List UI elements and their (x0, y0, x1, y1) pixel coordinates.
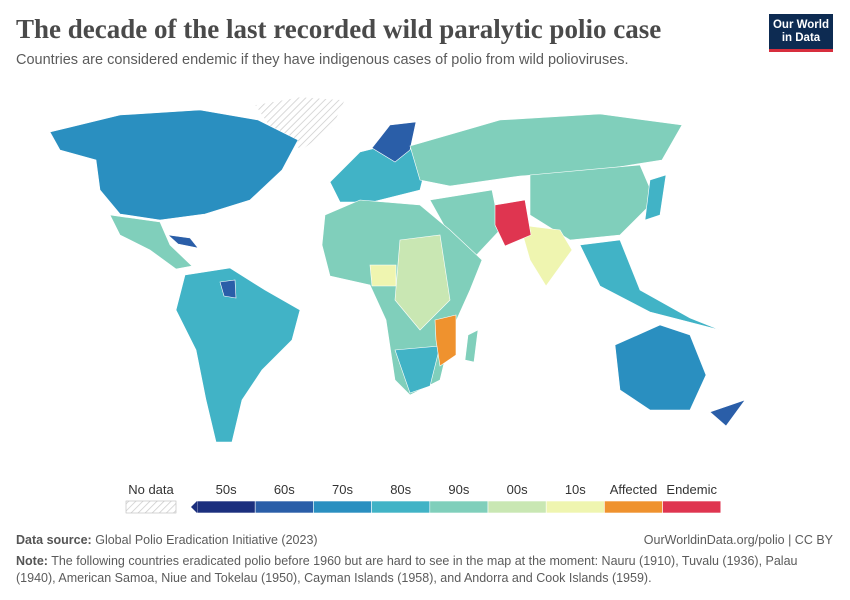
logo[interactable]: Our World in Data (769, 14, 833, 52)
legend-swatch (429, 500, 489, 514)
subtitle: Countries are considered endemic if they… (16, 52, 629, 68)
logo-line: Our World (772, 19, 829, 31)
note-text: The following countries eradicated polio… (16, 554, 798, 585)
legend-label: 50s (216, 482, 237, 497)
southern-africa[interactable] (394, 345, 441, 394)
japan[interactable] (644, 174, 667, 221)
central-africa[interactable] (394, 234, 451, 331)
new-zealand[interactable] (709, 399, 746, 427)
legend-swatch (604, 500, 663, 514)
legend-arrow (191, 501, 197, 513)
source-label: Data source: (16, 533, 92, 547)
logo-line: in Data (781, 32, 821, 44)
legend-swatch (545, 500, 605, 514)
guiana[interactable] (219, 279, 237, 299)
north-america[interactable] (49, 109, 299, 221)
mozambique[interactable] (434, 314, 457, 367)
legend-label: 80s (390, 482, 411, 497)
title: The decade of the last recorded wild par… (16, 14, 662, 44)
legend-label: 10s (565, 482, 586, 497)
legend-label: Affected (610, 482, 657, 497)
legend-label: No data (128, 482, 174, 497)
legend-swatch (196, 500, 256, 514)
legend-label: 00s (507, 482, 528, 497)
legend-label: Endemic (666, 482, 717, 497)
legend-label: 90s (448, 482, 469, 497)
india[interactable] (519, 224, 573, 287)
scandinavia[interactable] (371, 121, 417, 163)
legend-label: 70s (332, 482, 353, 497)
url[interactable]: OurWorldinData.org/polio | CC BY (643, 533, 833, 547)
central-america[interactable] (109, 214, 193, 270)
cuba[interactable] (167, 234, 199, 249)
world-map: No data 50s 60s 70s 80s 90s 00s 10s Affected Ende… (49, 96, 746, 514)
legend-swatch (125, 500, 177, 514)
russia[interactable] (409, 113, 683, 187)
south-america[interactable] (175, 267, 301, 443)
source-text: Global Polio Eradication Initiative (202… (95, 533, 318, 547)
legend-label: 60s (274, 482, 295, 497)
note: Note: The following countries eradicated… (16, 553, 836, 587)
australia[interactable] (614, 324, 707, 411)
legend-swatch (254, 500, 314, 514)
pakistan-afghanistan[interactable] (494, 199, 532, 247)
legend-swatch (662, 500, 722, 514)
legend-swatch (487, 500, 547, 514)
madagascar[interactable] (464, 329, 479, 363)
legend-swatch (313, 500, 372, 514)
china[interactable] (529, 164, 656, 241)
note-label: Note: (16, 554, 48, 568)
southeast-asia[interactable] (579, 239, 721, 331)
nigeria[interactable] (369, 264, 397, 287)
source: Data source: Global Polio Eradication In… (16, 533, 318, 547)
legend-swatch (371, 500, 431, 514)
